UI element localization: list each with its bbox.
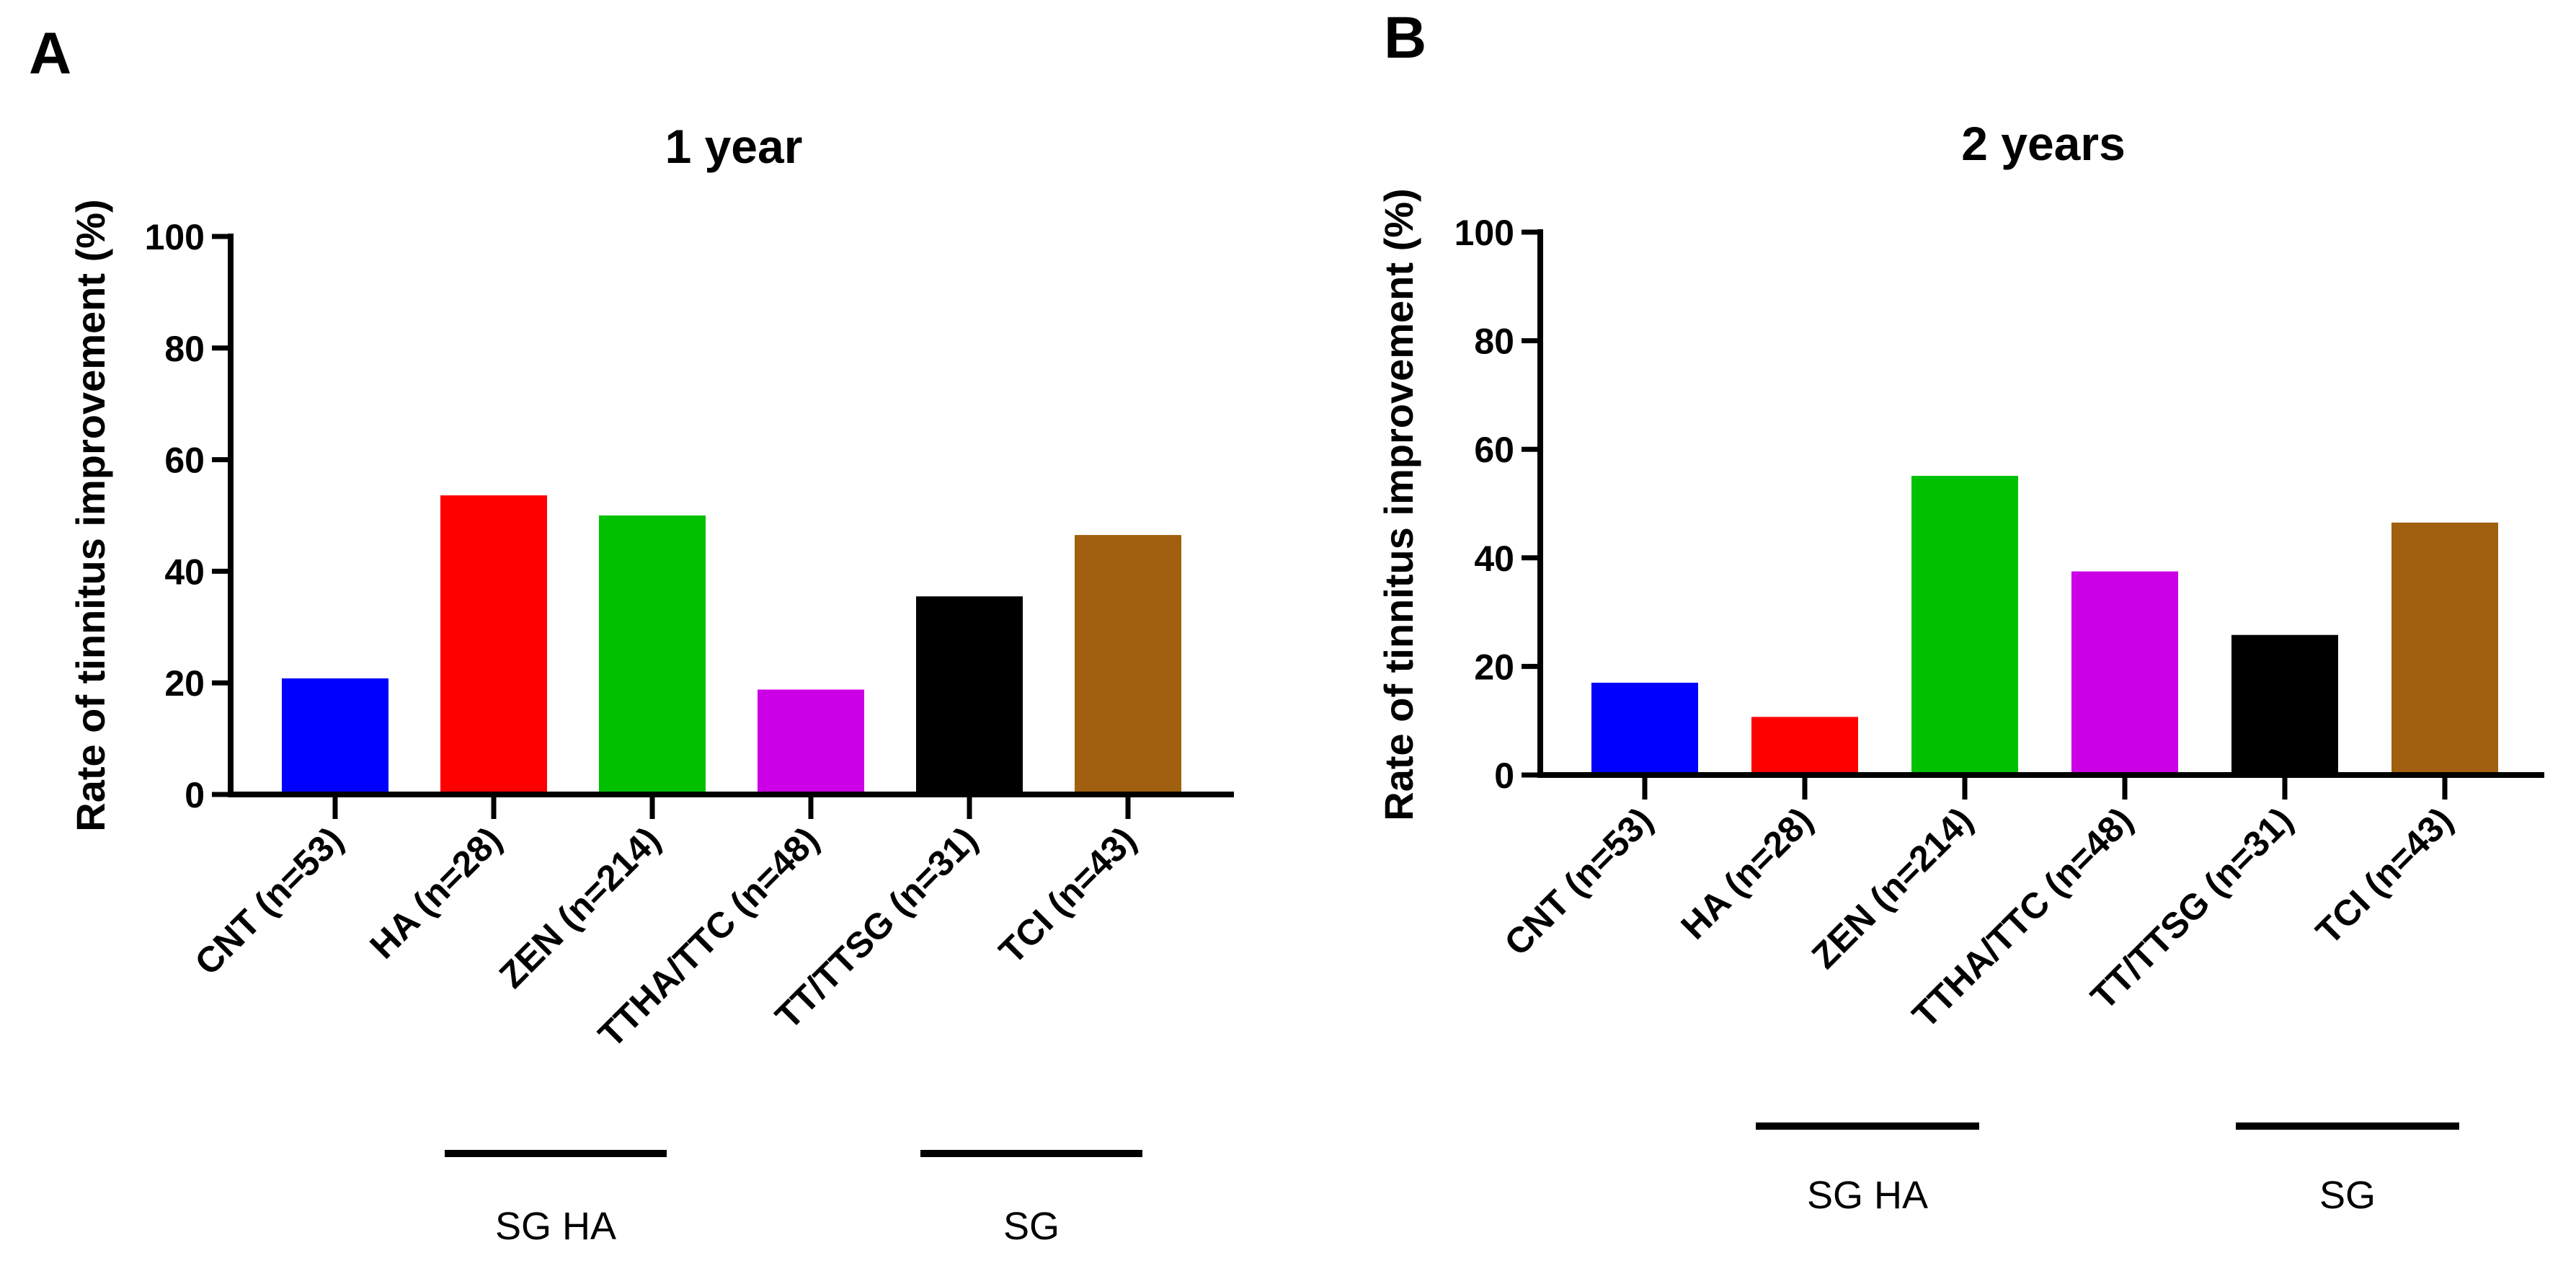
bar-tt-ttsg-n-31 [916,596,1023,794]
bar-ttha-ttc-n-48 [758,689,864,794]
bar-ttha-ttc-n-48 [2071,571,2178,775]
x-tick-label: HA (n=28) [362,819,509,966]
group-label-sg-ha: SG HA [1807,1174,1928,1217]
x-tick-label: TCI (n=43) [991,819,1143,971]
y-tick-label: 60 [1474,430,1514,470]
bar-ha-n-28 [1751,717,1858,775]
chart-panel-b: B 2 years Rate of tinnitus improvement (%)… [1376,5,2544,1217]
group-label-sg: SG [1003,1205,1060,1248]
y-tick-label: 100 [145,217,205,257]
chart-panel-a: A 1 year Rate of tinnitus improvement (%) 0… [29,21,1234,1248]
y-axis-label: Rate of tinnitus improvement (%) [1376,188,1421,820]
panel-letter: B [1384,5,1426,71]
y-tick-label: 80 [164,329,205,369]
bar-tt-ttsg-n-31 [2231,634,2338,775]
x-tick-label: CNT (n=53) [187,819,351,983]
y-tick-label: 0 [1494,756,1514,796]
x-tick-label: ZEN (n=214) [492,819,668,996]
bar-zen-n-214 [599,515,706,794]
bar-tci-n-43 [2391,522,2498,775]
y-tick-label: 40 [164,552,205,592]
chart-title: 1 year [665,120,803,173]
y-tick-label: 60 [164,440,205,481]
bar-zen-n-214 [1911,476,2018,775]
group-label-sg-ha: SG HA [495,1205,616,1248]
y-tick-label: 40 [1474,539,1514,579]
y-tick-label: 20 [1474,647,1514,687]
bar-ha-n-28 [440,495,547,794]
x-tick-label: HA (n=28) [1673,800,1820,947]
bar-cnt-n-53 [282,678,388,794]
y-tick-label: 100 [1454,213,1514,253]
bar-cnt-n-53 [1591,682,1698,775]
chart-title: 2 years [1961,117,2126,170]
group-label-sg: SG [2319,1174,2376,1217]
x-tick-label: TCI (n=43) [2308,800,2460,952]
y-tick-label: 80 [1474,322,1514,362]
x-tick-label: ZEN (n=214) [1804,800,1981,976]
y-tick-label: 0 [185,775,205,815]
x-tick-label: CNT (n=53) [1497,800,1661,963]
panel-letter: A [29,21,71,87]
y-tick-label: 20 [164,663,205,704]
bar-tci-n-43 [1075,535,1181,794]
y-axis-label: Rate of tinnitus improvement (%) [68,199,113,831]
